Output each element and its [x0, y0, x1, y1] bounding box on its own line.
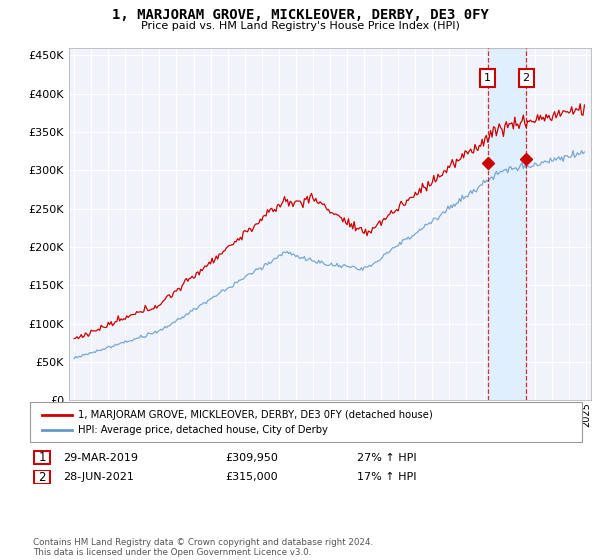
Text: 2: 2	[523, 73, 530, 83]
Bar	[488, 48, 526, 400]
Text: £315,000: £315,000	[225, 472, 278, 482]
Text: 2: 2	[38, 470, 46, 484]
Text: Contains HM Land Registry data © Crown copyright and database right 2024.
This d: Contains HM Land Registry data © Crown c…	[33, 538, 373, 557]
Text: Price paid vs. HM Land Registry's House Price Index (HPI): Price paid vs. HM Land Registry's House …	[140, 21, 460, 31]
Text: 1: 1	[38, 451, 46, 464]
Text: 29-MAR-2019: 29-MAR-2019	[63, 452, 138, 463]
Text: 1, MARJORAM GROVE, MICKLEOVER, DERBY, DE3 0FY (detached house): 1, MARJORAM GROVE, MICKLEOVER, DERBY, DE…	[78, 409, 433, 419]
Text: 28-JUN-2021: 28-JUN-2021	[63, 472, 134, 482]
Text: 17% ↑ HPI: 17% ↑ HPI	[357, 472, 416, 482]
Text: 1: 1	[484, 73, 491, 83]
Text: 1, MARJORAM GROVE, MICKLEOVER, DERBY, DE3 0FY: 1, MARJORAM GROVE, MICKLEOVER, DERBY, DE…	[112, 8, 488, 22]
Text: 27% ↑ HPI: 27% ↑ HPI	[357, 452, 416, 463]
Text: £309,950: £309,950	[225, 452, 278, 463]
Text: HPI: Average price, detached house, City of Derby: HPI: Average price, detached house, City…	[78, 425, 328, 435]
FancyBboxPatch shape	[34, 451, 50, 464]
FancyBboxPatch shape	[34, 470, 50, 484]
